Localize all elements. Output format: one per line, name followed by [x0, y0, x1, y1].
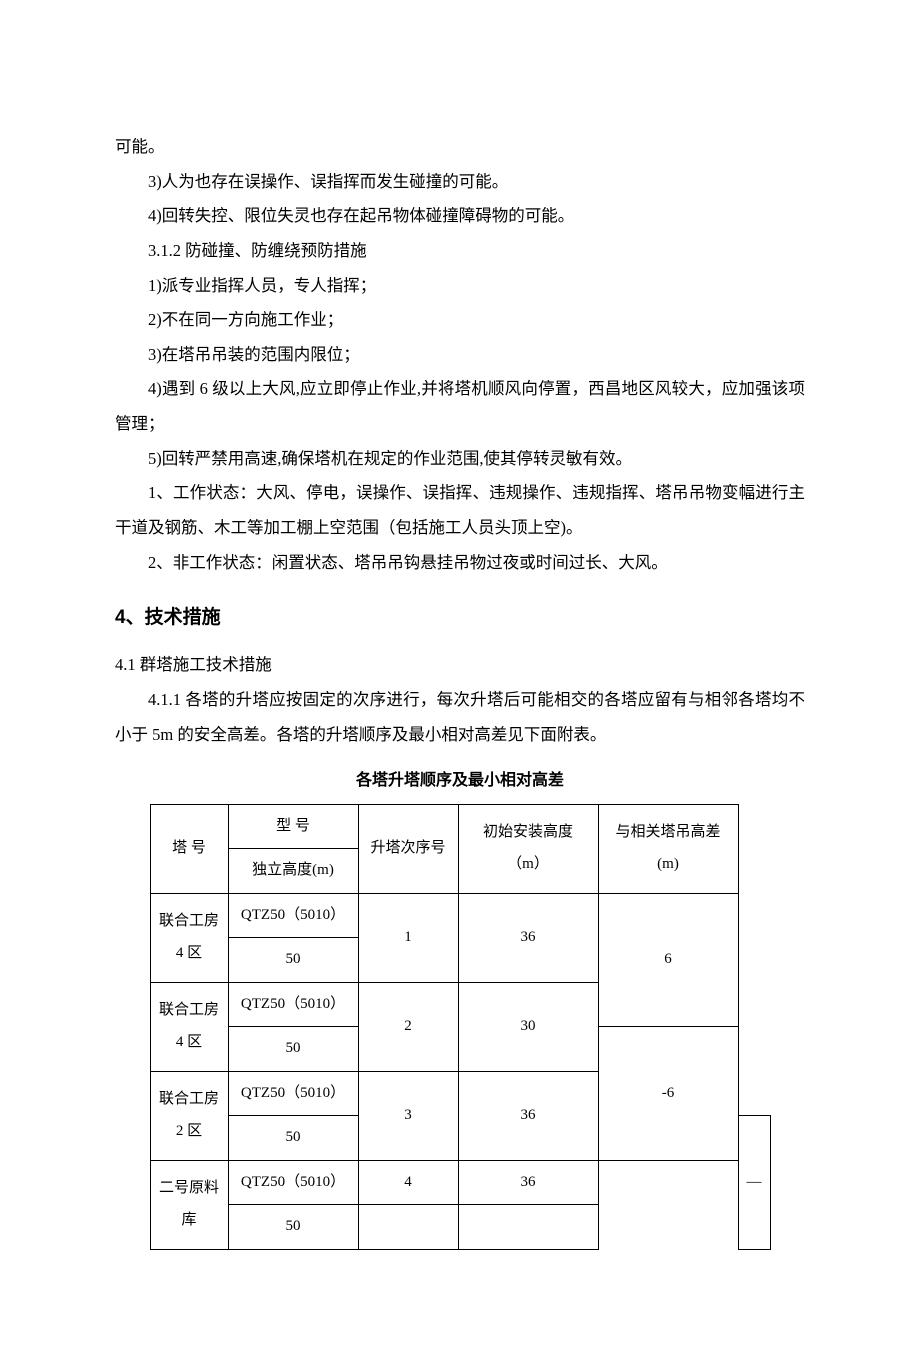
table-cell: 30	[458, 982, 598, 1071]
table-cell: 6	[598, 893, 738, 1027]
paragraph: 4)遇到 6 级以上大风,应立即停止作业,并将塔机顺风向停置，西昌地区风较大，应…	[115, 372, 805, 441]
table-header-cell: 型 号	[228, 804, 358, 849]
paragraph: 2、非工作状态：闲置状态、塔吊吊钩悬挂吊物过夜或时间过长、大风。	[115, 546, 805, 581]
table-header-cell: 升塔次序号	[358, 804, 458, 893]
table-cell	[458, 1205, 598, 1250]
document-page: 可能。 3)人为也存在误操作、误指挥而发生碰撞的可能。 4)回转失控、限位失灵也…	[0, 0, 920, 1350]
table-cell: -6	[598, 1027, 738, 1161]
table-row: 二号原料库 QTZ50（5010） 4 36	[150, 1160, 770, 1205]
table-cell: 1	[358, 893, 458, 982]
table-cell: 36	[458, 1071, 598, 1160]
table-header-cell: 与相关塔吊高差(m)	[598, 804, 738, 893]
table-header-cell: 初始安装高度（m）	[458, 804, 598, 893]
table-cell: 50	[228, 1205, 358, 1250]
table-cell: 3	[358, 1071, 458, 1160]
table-cell: 联合工房 4 区	[150, 982, 228, 1071]
table-cell: QTZ50（5010）	[228, 1160, 358, 1205]
paragraph: 4.1.1 各塔的升塔应按固定的次序进行，每次升塔后可能相交的各塔应留有与相邻各…	[115, 683, 805, 752]
paragraph: 3)人为也存在误操作、误指挥而发生碰撞的可能。	[115, 165, 805, 200]
table-cell: 50	[228, 1116, 358, 1161]
table-header-cell: 独立高度(m)	[228, 849, 358, 894]
paragraph: 2)不在同一方向施工作业；	[115, 303, 805, 338]
table-cell: 36	[458, 893, 598, 982]
table-cell: 2	[358, 982, 458, 1071]
table-cell: QTZ50（5010）	[228, 893, 358, 938]
table-header-row: 塔 号 型 号 升塔次序号 初始安装高度（m） 与相关塔吊高差(m)	[150, 804, 770, 849]
table-cell: 联合工房 4 区	[150, 893, 228, 982]
paragraph: 1、工作状态：大风、停电，误操作、误指挥、违规操作、违规指挥、塔吊吊物变幅进行主…	[115, 476, 805, 545]
section-heading-4: 4、技术措施	[115, 598, 805, 638]
table-row: 联合工房 4 区 QTZ50（5010） 1 36 6	[150, 893, 770, 938]
table-header-cell: 塔 号	[150, 804, 228, 893]
table-cell: 50	[228, 938, 358, 983]
table-title: 各塔升塔顺序及最小相对高差	[115, 764, 805, 798]
paragraph: 5)回转严禁用高速,确保塔机在规定的作业范围,使其停转灵敏有效。	[115, 442, 805, 477]
table-cell: 4	[358, 1160, 458, 1205]
paragraph: 3.1.2 防碰撞、防缠绕预防措施	[115, 234, 805, 269]
table-cell: 36	[458, 1160, 598, 1205]
table-cell: QTZ50（5010）	[228, 1071, 358, 1116]
table-row: 50	[150, 1205, 770, 1250]
paragraph: 3)在塔吊吊装的范围内限位；	[115, 338, 805, 373]
tower-table: 塔 号 型 号 升塔次序号 初始安装高度（m） 与相关塔吊高差(m) 独立高度(…	[150, 804, 771, 1250]
paragraph: 4)回转失控、限位失灵也存在起吊物体碰撞障碍物的可能。	[115, 199, 805, 234]
table-cell: —	[738, 1116, 770, 1250]
table-cell: 联合工房 2 区	[150, 1071, 228, 1160]
table-cell: QTZ50（5010）	[228, 982, 358, 1027]
paragraph: 1)派专业指挥人员，专人指挥；	[115, 269, 805, 304]
table-cell	[358, 1205, 458, 1250]
table-cell: 二号原料库	[150, 1160, 228, 1249]
table-cell: 50	[228, 1027, 358, 1072]
paragraph: 可能。	[115, 130, 805, 165]
subsection-heading: 4.1 群塔施工技术措施	[115, 648, 805, 683]
